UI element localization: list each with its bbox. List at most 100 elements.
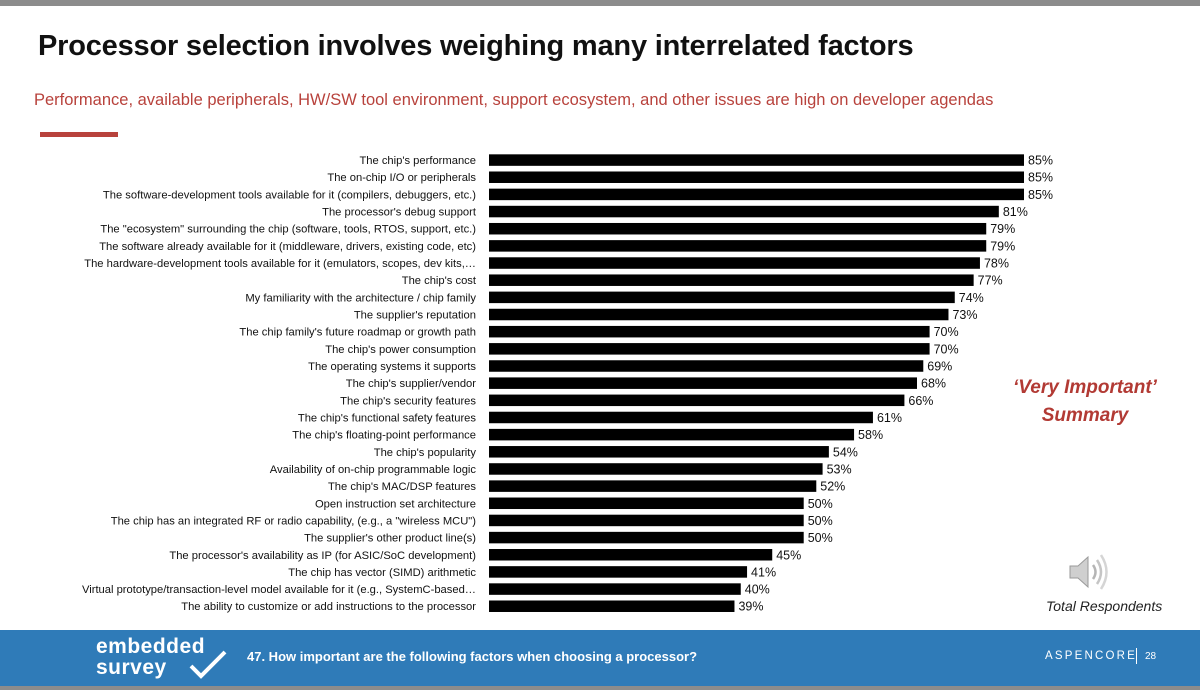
category-label: The chip's supplier/vendor (346, 378, 477, 390)
category-label: The processor's availability as IP (for … (169, 550, 476, 562)
accent-divider (40, 132, 118, 137)
category-label: Virtual prototype/transaction-level mode… (82, 584, 476, 596)
bar (489, 360, 924, 372)
bar (489, 274, 974, 286)
category-label: The chip family's future roadmap or grow… (239, 327, 476, 339)
category-label: The chip's popularity (374, 447, 477, 459)
category-label: My familiarity with the architecture / c… (245, 292, 476, 304)
data-label: 61% (877, 411, 902, 425)
category-label: The hardware-development tools available… (84, 258, 476, 270)
data-label: 45% (776, 548, 801, 562)
speaker-icon[interactable] (1066, 552, 1114, 592)
bar-chart: The chip's performance 85% The on-chip I/O… (82, 154, 1053, 614)
bar (489, 171, 1024, 183)
side-note-line-1: ‘Very Important’ (1013, 377, 1157, 398)
bar (489, 531, 804, 544)
data-label: 68% (921, 377, 946, 391)
footer-bar: embedded survey 47. How important are th… (0, 630, 1200, 686)
category-label: The operating systems it supports (308, 361, 476, 373)
check-icon (189, 650, 227, 679)
bar (489, 549, 773, 561)
data-label: 41% (751, 565, 776, 579)
top-border (0, 0, 1200, 6)
logo-line-1: embedded (96, 635, 206, 658)
category-label: The chip's floating-point performance (292, 430, 476, 442)
bar (489, 343, 930, 355)
bar (489, 600, 735, 612)
data-label: 70% (934, 325, 959, 339)
data-label: 52% (820, 480, 845, 494)
bottom-border (0, 686, 1200, 690)
bar (489, 566, 748, 578)
data-label: 73% (952, 308, 977, 322)
category-label: The chip's power consumption (325, 344, 476, 356)
data-label: 85% (1028, 171, 1053, 185)
category-label: The chip has an integrated RF or radio c… (111, 515, 477, 527)
bar (489, 497, 804, 510)
very-important-summary-note: ‘Very Important’ Summary (985, 374, 1185, 430)
brand-name: ASPENCORE (1045, 650, 1138, 662)
bar (489, 325, 930, 338)
data-label: 78% (984, 257, 1009, 271)
data-label: 69% (927, 360, 952, 374)
data-label: 81% (1003, 205, 1028, 219)
data-label: 70% (934, 342, 959, 356)
bar (489, 222, 987, 235)
brand-separator (1136, 648, 1137, 664)
data-label: 85% (1028, 154, 1053, 168)
category-label: The processor's debug support (322, 207, 477, 219)
category-label: Availability of on-chip programmable log… (270, 464, 477, 476)
bar (489, 257, 980, 269)
data-label: 66% (908, 394, 933, 408)
category-label: Open instruction set architecture (315, 498, 476, 510)
data-label: 58% (858, 428, 883, 442)
bar (489, 240, 987, 252)
data-label: 50% (808, 531, 833, 545)
category-label: The chip's functional safety features (298, 412, 477, 424)
bar (489, 377, 917, 389)
logo-line-2: survey (96, 656, 167, 679)
category-label: The chip's security features (340, 395, 476, 407)
data-label: 79% (990, 239, 1015, 253)
category-label: The software-development tools available… (103, 189, 476, 201)
survey-question: 47. How important are the following fact… (247, 649, 698, 664)
bar (489, 154, 1024, 166)
data-label: 40% (745, 583, 770, 597)
data-label: 85% (1028, 188, 1053, 202)
respondents-label: Total Respondents (1046, 598, 1163, 614)
side-note-line-2: Summary (1041, 405, 1129, 426)
category-label: The chip's MAC/DSP features (328, 481, 476, 493)
category-label: The supplier's reputation (354, 310, 476, 322)
bar (489, 411, 873, 424)
slide-subtitle: Performance, available peripherals, HW/S… (34, 91, 994, 109)
bar (489, 308, 949, 321)
bar (489, 463, 823, 475)
data-label: 77% (978, 274, 1003, 288)
page-number: 28 (1145, 651, 1157, 662)
category-label: The ability to customize or add instruct… (181, 601, 476, 613)
category-label: The supplier's other product line(s) (304, 533, 476, 545)
bar (489, 480, 817, 492)
slide-title: Processor selection involves weighing ma… (38, 30, 914, 62)
data-label: 74% (959, 291, 984, 305)
data-label: 79% (990, 222, 1015, 236)
category-label: The chip's cost (402, 275, 477, 287)
category-label: The chip has vector (SIMD) arithmetic (288, 567, 476, 579)
data-label: 54% (833, 445, 858, 459)
data-label: 50% (808, 497, 833, 511)
bar (489, 188, 1024, 201)
bar (489, 205, 999, 218)
bar (489, 428, 855, 441)
data-label: 50% (808, 514, 833, 528)
bar (489, 446, 829, 458)
bar (489, 394, 905, 407)
category-label: The "ecosystem" surrounding the chip (so… (100, 224, 476, 236)
category-label: The on-chip I/O or peripherals (327, 172, 476, 184)
bar (489, 583, 741, 595)
category-label: The chip's performance (359, 155, 476, 167)
bar (489, 291, 955, 304)
data-label: 39% (738, 600, 763, 614)
embedded-survey-logo: embedded survey (96, 636, 236, 680)
bar (489, 514, 804, 527)
data-label: 53% (827, 462, 852, 476)
